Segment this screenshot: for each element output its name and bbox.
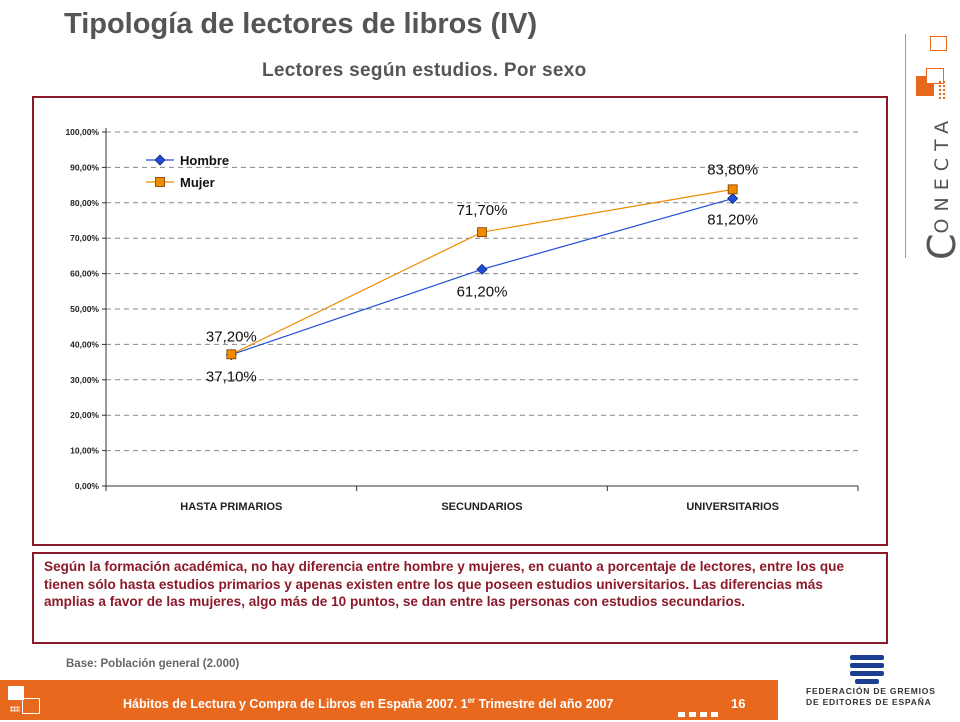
note-text: Según la formación académica, no hay dif…	[44, 559, 845, 609]
y-tick-label: 60,00%	[70, 269, 99, 279]
footer-text: Hábitos de Lectura y Compra de Libros en…	[123, 696, 614, 712]
x-tick-label: SECUNDARIOS	[441, 501, 522, 513]
page-title: Tipología de lectores de libros (IV)	[64, 8, 538, 40]
series-line-hombre	[231, 197, 733, 356]
y-tick-label: 100,00%	[65, 127, 99, 137]
federation-name: FEDERACIÓN DE GREMIOS DE EDITORES DE ESP…	[806, 686, 936, 707]
y-tick-label: 20,00%	[70, 410, 99, 420]
legend-label-hombre: Hombre	[180, 153, 229, 168]
base-note: Base: Población general (2.000)	[66, 658, 240, 670]
federation-logo-icon	[850, 655, 884, 684]
y-tick-label: 10,00%	[70, 446, 99, 456]
footer-dots	[678, 704, 722, 722]
y-tick-label: 40,00%	[70, 339, 99, 349]
data-label-mujer: 37,20%	[206, 328, 257, 345]
legend-marker-mujer	[155, 177, 165, 187]
conecta-logo: CONECTA	[898, 30, 960, 262]
logo-square-outline-top	[930, 36, 947, 51]
data-label-hombre: 81,20%	[707, 212, 758, 229]
legend-marker-hombre	[154, 154, 166, 166]
y-tick-label: 50,00%	[70, 304, 99, 314]
data-label-hombre: 61,20%	[457, 283, 508, 300]
y-tick-label: 70,00%	[70, 233, 99, 243]
x-tick-label: UNIVERSITARIOS	[686, 501, 779, 513]
data-point-mujer	[226, 349, 237, 360]
data-label-mujer: 83,80%	[707, 161, 758, 178]
y-tick-label: 30,00%	[70, 375, 99, 385]
y-tick-label: 80,00%	[70, 198, 99, 208]
y-tick-label: 0,00%	[75, 481, 100, 491]
data-point-hombre	[727, 192, 739, 205]
data-point-hombre	[476, 263, 488, 275]
page-subtitle: Lectores según estudios. Por sexo	[262, 60, 587, 81]
data-point-mujer	[477, 227, 487, 238]
data-label-mujer: 71,70%	[457, 202, 508, 219]
y-tick-label: 90,00%	[70, 162, 99, 172]
line-chart: 0,00% 10,00% 20,00% 30,00% 40,00% 50,00% 60,00…	[65, 127, 859, 513]
logo-divider	[905, 34, 906, 258]
logo-dots	[938, 80, 946, 100]
note-box: Según la formación académica, no hay dif…	[32, 552, 888, 644]
data-label-hombre: 37,10%	[206, 369, 257, 386]
x-tick-label: HASTA PRIMARIOS	[180, 501, 282, 513]
footer-logo-icon	[8, 686, 42, 716]
footer-bar	[0, 680, 778, 720]
logo-wordmark: CONECTA	[920, 113, 960, 260]
page-number: 16	[731, 696, 746, 711]
chart-frame: 0,00% 10,00% 20,00% 30,00% 40,00% 50,00% 60,00…	[32, 96, 888, 546]
data-point-mujer	[727, 184, 738, 195]
legend-label-mujer: Mujer	[180, 175, 215, 190]
